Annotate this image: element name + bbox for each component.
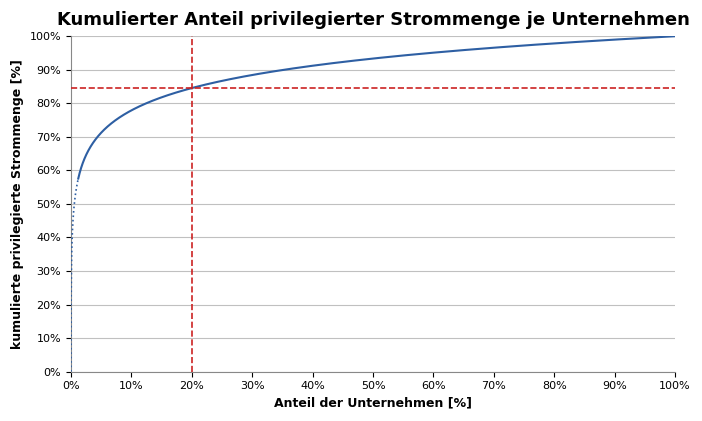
Title: Kumulierter Anteil privilegierter Strommenge je Unternehmen: Kumulierter Anteil privilegierter Stromm… (57, 11, 689, 29)
X-axis label: Anteil der Unternehmen [%]: Anteil der Unternehmen [%] (274, 397, 472, 410)
Y-axis label: kumulierte privilegierte Strommenge [%]: kumulierte privilegierte Strommenge [%] (11, 59, 24, 349)
